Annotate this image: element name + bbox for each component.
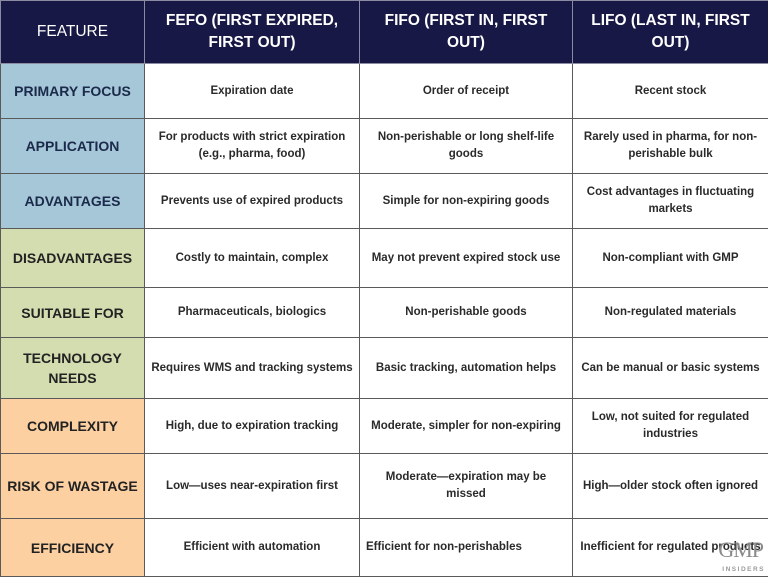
- table-row: COMPLEXITY High, due to expiration track…: [1, 399, 768, 454]
- header-lifo: LIFO (LAST IN, FIRST OUT): [573, 1, 768, 64]
- lifo-cell: High—older stock often ignored: [573, 454, 768, 519]
- logo-subtitle: INSIDERS: [722, 566, 765, 573]
- fifo-cell: Moderate, simpler for non-expiring: [360, 399, 573, 454]
- fefo-cell: For products with strict expiration (e.g…: [145, 119, 360, 174]
- header-fifo: FIFO (FIRST IN, FIRST OUT): [360, 1, 573, 64]
- lifo-cell: Non-compliant with GMP: [573, 229, 768, 288]
- header-row: FEATURE FEFO (FIRST EXPIRED, FIRST OUT) …: [1, 1, 768, 64]
- lifo-cell: Cost advantages in fluctuating markets: [573, 174, 768, 229]
- fifo-cell: Basic tracking, automation helps: [360, 338, 573, 399]
- header-fefo: FEFO (FIRST EXPIRED, FIRST OUT): [145, 1, 360, 64]
- fefo-cell: Pharmaceuticals, biologics: [145, 288, 360, 338]
- fefo-cell: Costly to maintain, complex: [145, 229, 360, 288]
- table-row: EFFICIENCY Efficient with automation Eff…: [1, 519, 768, 577]
- gmp-insiders-logo: GMP INSIDERS: [717, 537, 765, 573]
- header-feature: FEATURE: [1, 1, 145, 64]
- lifo-cell: Recent stock: [573, 64, 768, 119]
- table-row: PRIMARY FOCUS Expiration date Order of r…: [1, 64, 768, 119]
- fifo-cell: Efficient for non-perishables: [360, 519, 573, 577]
- table-row: SUITABLE FOR Pharmaceuticals, biologics …: [1, 288, 768, 338]
- fefo-cell: Prevents use of expired products: [145, 174, 360, 229]
- fefo-cell: Expiration date: [145, 64, 360, 119]
- table-row: RISK OF WASTAGE Low—uses near-expiration…: [1, 454, 768, 519]
- fifo-cell: Non-perishable or long shelf-life goods: [360, 119, 573, 174]
- fifo-cell: Moderate—expiration may be missed: [360, 454, 573, 519]
- feature-cell: COMPLEXITY: [1, 399, 145, 454]
- feature-cell: RISK OF WASTAGE: [1, 454, 145, 519]
- logo-mark: GMP: [718, 537, 763, 563]
- fifo-cell: May not prevent expired stock use: [360, 229, 573, 288]
- feature-cell: SUITABLE FOR: [1, 288, 145, 338]
- table-row: TECHNOLOGY NEEDS Requires WMS and tracki…: [1, 338, 768, 399]
- lifo-cell: Low, not suited for regulated industries: [573, 399, 768, 454]
- fifo-cell: Order of receipt: [360, 64, 573, 119]
- fefo-cell: Requires WMS and tracking systems: [145, 338, 360, 399]
- fifo-cell: Simple for non-expiring goods: [360, 174, 573, 229]
- feature-cell: TECHNOLOGY NEEDS: [1, 338, 145, 399]
- feature-cell: EFFICIENCY: [1, 519, 145, 577]
- table-row: ADVANTAGES Prevents use of expired produ…: [1, 174, 768, 229]
- lifo-cell: Can be manual or basic systems: [573, 338, 768, 399]
- fifo-cell: Non-perishable goods: [360, 288, 573, 338]
- fefo-cell: High, due to expiration tracking: [145, 399, 360, 454]
- feature-cell: APPLICATION: [1, 119, 145, 174]
- table-row: APPLICATION For products with strict exp…: [1, 119, 768, 174]
- lifo-cell: Non-regulated materials: [573, 288, 768, 338]
- lifo-cell: Rarely used in pharma, for non-perishabl…: [573, 119, 768, 174]
- fefo-cell: Low—uses near-expiration first: [145, 454, 360, 519]
- feature-cell: DISADVANTAGES: [1, 229, 145, 288]
- table-row: DISADVANTAGES Costly to maintain, comple…: [1, 229, 768, 288]
- fefo-cell: Efficient with automation: [145, 519, 360, 577]
- feature-cell: PRIMARY FOCUS: [1, 64, 145, 119]
- feature-cell: ADVANTAGES: [1, 174, 145, 229]
